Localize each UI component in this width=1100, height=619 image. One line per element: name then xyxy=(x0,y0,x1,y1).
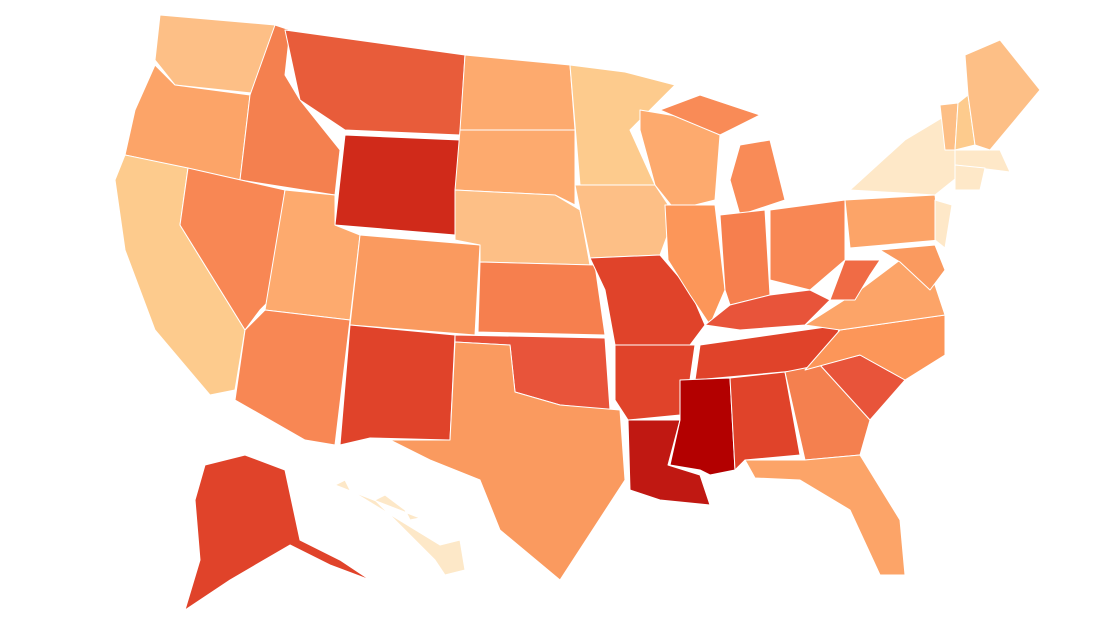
region xyxy=(844,194,941,249)
region xyxy=(729,371,801,471)
region xyxy=(349,234,481,336)
region xyxy=(669,377,736,476)
region xyxy=(454,129,576,206)
region xyxy=(769,199,846,291)
region xyxy=(339,324,456,446)
region xyxy=(389,341,626,581)
region xyxy=(964,39,1041,151)
region xyxy=(154,14,276,96)
region xyxy=(589,254,706,346)
region xyxy=(704,289,831,331)
region xyxy=(719,209,771,306)
region xyxy=(659,94,761,136)
region xyxy=(879,244,946,291)
region xyxy=(744,454,906,576)
region xyxy=(459,54,576,131)
region xyxy=(954,164,986,191)
region xyxy=(934,199,953,249)
region xyxy=(729,139,786,216)
region xyxy=(477,261,606,336)
region xyxy=(184,454,371,611)
region xyxy=(334,134,461,236)
region xyxy=(284,29,466,136)
region xyxy=(334,479,466,576)
region xyxy=(574,184,676,259)
region xyxy=(234,309,351,446)
region xyxy=(829,259,881,301)
